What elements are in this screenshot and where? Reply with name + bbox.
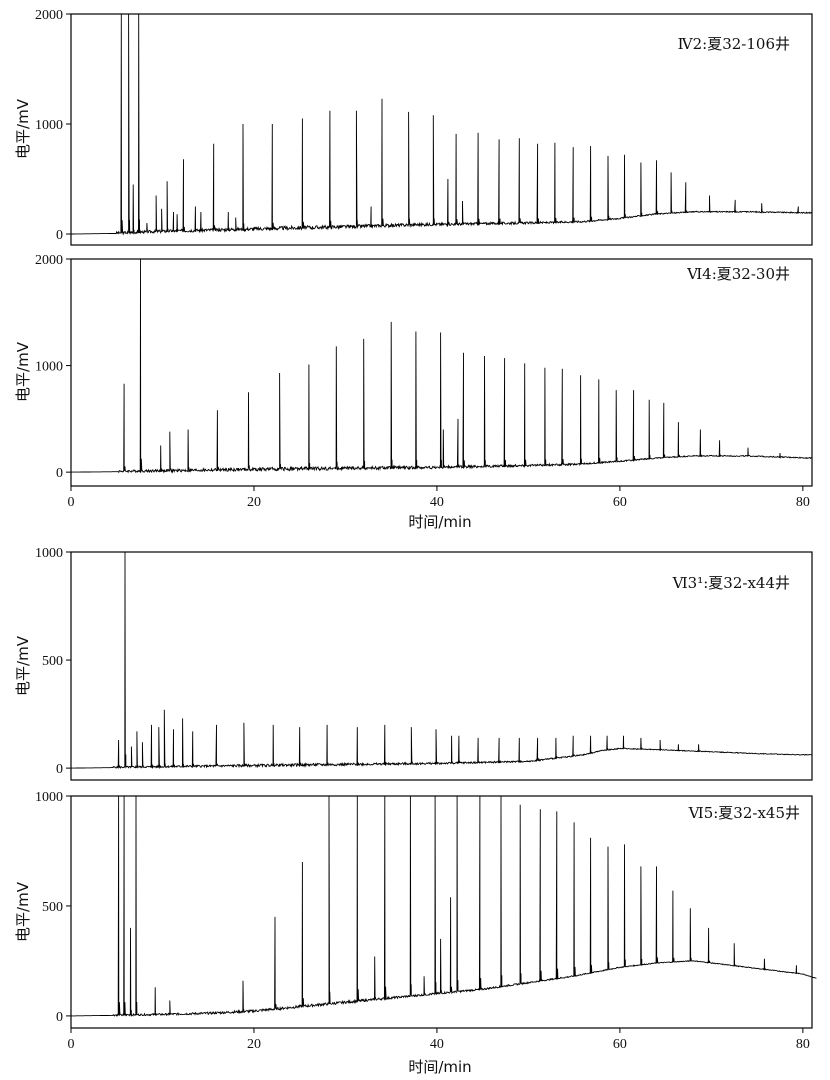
y-tick-label: 0: [56, 228, 63, 243]
panel-4-x-ticks: 0 20 40 60 80: [68, 1028, 810, 1052]
panel-2-well-label: Ⅵ4:夏32-30井: [686, 265, 790, 283]
y-tick-label: 0: [56, 1010, 63, 1025]
panel-1-frame: [70, 13, 813, 246]
chromatogram-panel-1: 0 1000 2000 Ⅳ2:夏32-106井 电平/mV: [14, 8, 813, 246]
panel-1-y-ticks: 0 1000 2000: [35, 8, 71, 243]
x-tick-label: 40: [430, 495, 444, 510]
x-tick-label: 60: [613, 1037, 627, 1052]
y-tick-label: 500: [42, 900, 63, 915]
chromatogram-panel-3: 0 500 1000 Ⅵ3¹:夏32-x44井 电平/mV: [14, 546, 813, 781]
panel-4-frame: [70, 795, 813, 1029]
panel-4-y-ticks: 0 500 1000: [35, 790, 71, 1025]
panel-2-y-ticks: 0 1000 2000: [35, 253, 71, 481]
panel-1-y-axis-label: 电平/mV: [14, 98, 32, 159]
y-tick-label: 500: [42, 654, 63, 669]
panel-1-well-label: Ⅳ2:夏32-106井: [678, 35, 790, 53]
y-tick-label: 0: [56, 762, 63, 777]
panel-4-well-label: Ⅵ5:夏32-x45井: [688, 804, 800, 822]
panel-4-trace: [71, 795, 817, 1018]
panel-3-well-label: Ⅵ3¹:夏32-x44井: [672, 574, 790, 592]
y-tick-label: 2000: [35, 8, 63, 23]
panel-3-trace: [71, 551, 813, 770]
panel-4-x-axis-label: 时间/min: [408, 1058, 471, 1076]
x-tick-label: 40: [430, 1037, 444, 1052]
x-tick-label: 60: [613, 495, 627, 510]
y-tick-label: 1000: [35, 790, 63, 805]
panel-2-trace: [71, 258, 812, 474]
chromatogram-panel-2: 0 1000 2000 0 20 40 60 80 Ⅵ4:夏32-30井 电平/mV 时间/…: [14, 253, 813, 531]
y-tick-label: 1000: [35, 118, 63, 133]
panel-2-x-axis-label: 时间/min: [408, 513, 471, 531]
panel-1-trace: [71, 13, 813, 236]
x-tick-label: 80: [796, 495, 810, 510]
y-tick-label: 2000: [35, 253, 63, 268]
panel-2-frame: [70, 258, 813, 487]
x-tick-label: 20: [247, 1037, 261, 1052]
y-tick-label: 1000: [35, 360, 63, 375]
x-tick-label: 20: [247, 495, 261, 510]
x-tick-label: 80: [796, 1037, 810, 1052]
panel-3-y-axis-label: 电平/mV: [14, 635, 32, 696]
panel-3-frame: [70, 551, 813, 781]
chromatogram-panel-4: 0 500 1000 0 20 40 60 80 Ⅵ5:夏32-x45井 电平/mV 时间/…: [14, 790, 817, 1076]
panel-2-y-axis-label: 电平/mV: [14, 341, 32, 402]
x-tick-label: 0: [68, 1037, 75, 1052]
x-tick-label: 0: [68, 495, 75, 510]
panel-3-y-ticks: 0 500 1000: [35, 546, 71, 777]
y-tick-label: 0: [56, 466, 63, 481]
panel-4-y-axis-label: 电平/mV: [14, 881, 32, 942]
panel-2-x-ticks: 0 20 40 60 80: [68, 486, 810, 510]
y-tick-label: 1000: [35, 546, 63, 561]
